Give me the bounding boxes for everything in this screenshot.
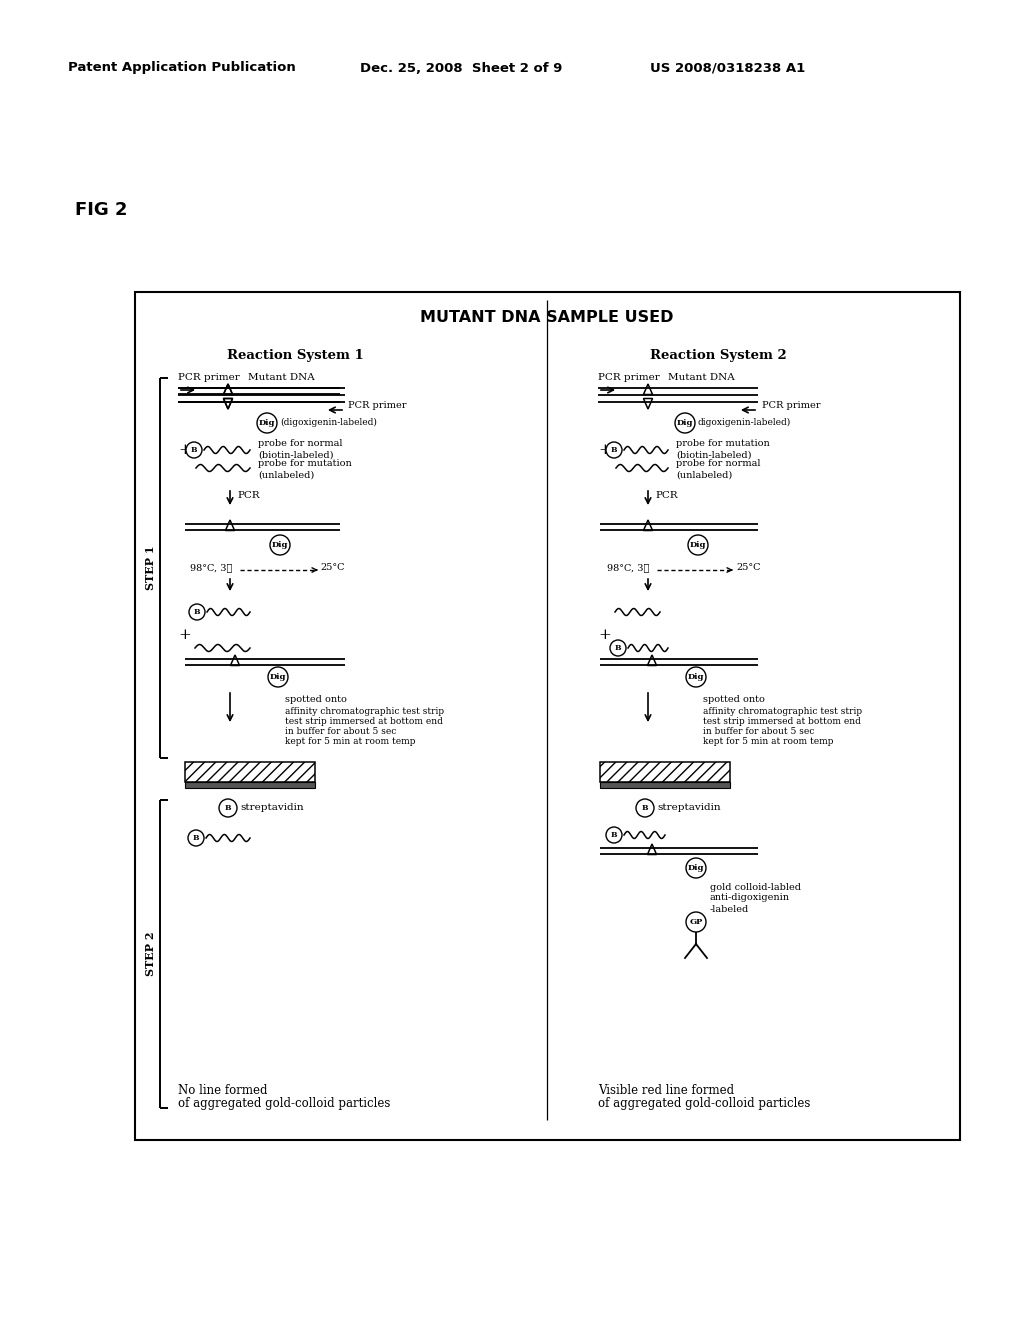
Text: FIG 2: FIG 2 (75, 201, 128, 219)
Text: probe for normal: probe for normal (258, 440, 342, 449)
Text: B: B (194, 609, 201, 616)
Text: Reaction System 1: Reaction System 1 (226, 348, 364, 362)
Text: Dig: Dig (269, 673, 287, 681)
Text: GP: GP (689, 917, 702, 927)
Text: B: B (224, 804, 231, 812)
Circle shape (686, 667, 706, 686)
Text: Dig: Dig (688, 865, 705, 873)
Text: B: B (190, 446, 198, 454)
Bar (600, 781, 730, 788)
Circle shape (186, 442, 202, 458)
Circle shape (675, 413, 695, 433)
Text: Dec. 25, 2008  Sheet 2 of 9: Dec. 25, 2008 Sheet 2 of 9 (360, 62, 562, 74)
Text: affinity chromatographic test strip: affinity chromatographic test strip (285, 706, 444, 715)
Circle shape (270, 535, 290, 554)
Text: of aggregated gold-colloid particles: of aggregated gold-colloid particles (598, 1097, 810, 1110)
Circle shape (219, 799, 237, 817)
Text: 98°C, 3分: 98°C, 3分 (607, 564, 649, 573)
Bar (185, 781, 315, 788)
Text: Dig: Dig (677, 418, 693, 426)
Text: Dig: Dig (271, 541, 288, 549)
Text: streptavidin: streptavidin (657, 803, 721, 812)
Text: +: + (178, 444, 190, 457)
Text: kept for 5 min at room temp: kept for 5 min at room temp (703, 737, 834, 746)
Text: PCR primer: PCR primer (598, 374, 659, 383)
Text: (digoxigenin-labeled): (digoxigenin-labeled) (280, 417, 377, 426)
Text: in buffer for about 5 sec: in buffer for about 5 sec (285, 726, 396, 735)
Circle shape (688, 535, 708, 554)
Text: +: + (178, 628, 190, 642)
Text: Dig: Dig (688, 673, 705, 681)
Text: digoxigenin-labeled): digoxigenin-labeled) (697, 417, 791, 426)
Text: PCR primer: PCR primer (762, 401, 820, 411)
Text: Dig: Dig (259, 418, 275, 426)
Text: of aggregated gold-colloid particles: of aggregated gold-colloid particles (178, 1097, 390, 1110)
Text: B: B (610, 446, 617, 454)
Text: STEP 2: STEP 2 (144, 932, 156, 977)
Text: Visible red line formed: Visible red line formed (598, 1084, 734, 1097)
Text: Reaction System 2: Reaction System 2 (649, 348, 786, 362)
Text: anti-digoxigenin: anti-digoxigenin (710, 894, 790, 903)
Text: kept for 5 min at room temp: kept for 5 min at room temp (285, 737, 416, 746)
Text: +: + (598, 628, 610, 642)
Text: spotted onto: spotted onto (285, 696, 347, 705)
Circle shape (189, 605, 205, 620)
Text: (unlabeled): (unlabeled) (258, 470, 314, 479)
Circle shape (606, 828, 622, 843)
Bar (135, 292, 961, 1140)
Text: PCR: PCR (655, 491, 678, 500)
Text: Mutant DNA: Mutant DNA (248, 374, 314, 383)
Text: MUTANT DNA SAMPLE USED: MUTANT DNA SAMPLE USED (420, 310, 674, 326)
Text: 25°C: 25°C (736, 562, 761, 572)
Text: Patent Application Publication: Patent Application Publication (68, 62, 296, 74)
Text: B: B (642, 804, 648, 812)
Text: streptavidin: streptavidin (240, 803, 304, 812)
Text: Mutant DNA: Mutant DNA (668, 374, 735, 383)
Text: probe for normal: probe for normal (676, 459, 761, 469)
Circle shape (686, 858, 706, 878)
Text: in buffer for about 5 sec: in buffer for about 5 sec (703, 726, 814, 735)
Circle shape (606, 442, 622, 458)
Text: probe for mutation: probe for mutation (258, 459, 352, 469)
Circle shape (257, 413, 278, 433)
Text: (biotin-labeled): (biotin-labeled) (258, 450, 334, 459)
Circle shape (610, 640, 626, 656)
Circle shape (686, 912, 706, 932)
Text: Dig: Dig (690, 541, 707, 549)
Text: 98°C, 3分: 98°C, 3分 (190, 564, 232, 573)
Text: PCR: PCR (237, 491, 260, 500)
Circle shape (268, 667, 288, 686)
Text: (unlabeled): (unlabeled) (676, 470, 732, 479)
Text: B: B (614, 644, 622, 652)
Text: gold colloid-labled: gold colloid-labled (710, 883, 801, 891)
Circle shape (636, 799, 654, 817)
Text: affinity chromatographic test strip: affinity chromatographic test strip (703, 706, 862, 715)
Text: 25°C: 25°C (319, 562, 344, 572)
Bar (600, 762, 730, 781)
Text: B: B (193, 834, 200, 842)
Text: US 2008/0318238 A1: US 2008/0318238 A1 (650, 62, 805, 74)
Text: (biotin-labeled): (biotin-labeled) (676, 450, 752, 459)
Text: PCR primer: PCR primer (178, 374, 240, 383)
Text: test strip immersed at bottom end: test strip immersed at bottom end (703, 717, 861, 726)
Bar (185, 762, 315, 781)
Text: probe for mutation: probe for mutation (676, 440, 770, 449)
Text: test strip immersed at bottom end: test strip immersed at bottom end (285, 717, 442, 726)
Text: No line formed: No line formed (178, 1084, 267, 1097)
Text: spotted onto: spotted onto (703, 696, 765, 705)
Circle shape (188, 830, 204, 846)
Text: -labeled: -labeled (710, 904, 750, 913)
Text: STEP 1: STEP 1 (144, 545, 156, 590)
Text: B: B (610, 832, 617, 840)
Text: +: + (598, 444, 610, 457)
Text: PCR primer: PCR primer (348, 401, 407, 411)
